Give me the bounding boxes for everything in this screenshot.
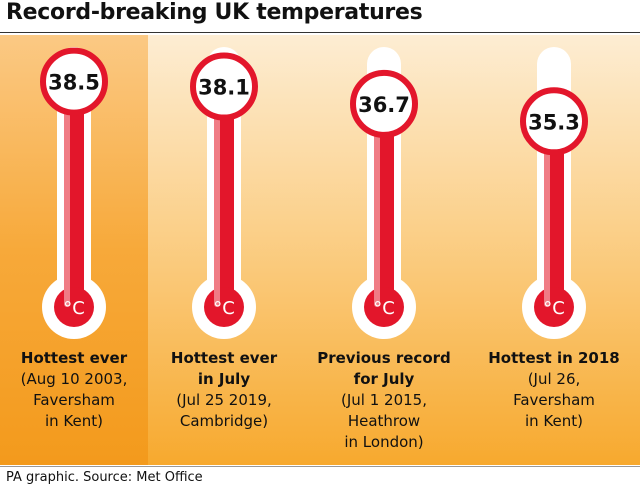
value-badge-2 [190, 52, 258, 121]
data-label-2: 38.1 [198, 76, 250, 100]
category-label-4: Hottest in 2018 (Jul 26, Faversham in Kent) [474, 348, 634, 432]
data-label-4: 35.3 [528, 110, 580, 134]
value-badge-1 [40, 47, 108, 116]
unit-label-2: °C [213, 298, 235, 319]
thermometer-chart: °C 38.5 °C 38.1 °C 36.7 °C 35.3 [40, 47, 588, 339]
unit-label-4: °C [543, 298, 565, 319]
category-label-2: Hottest ever in July (Jul 25 2019, Cambridg… [144, 348, 304, 432]
category-detail: in Kent) [44, 412, 103, 430]
category-head: in July [197, 370, 251, 388]
category-detail: (Aug 10 2003, [20, 370, 128, 388]
data-label-1: 38.5 [48, 71, 100, 95]
source-note: PA graphic. Source: Met Office [6, 470, 203, 485]
category-detail: (Jul 1 2015, [341, 391, 427, 409]
category-head: Hottest ever [20, 349, 128, 367]
value-badge-3 [350, 69, 418, 138]
mercury-highlight-4 [544, 117, 550, 307]
category-detail: (Jul 26, [527, 370, 581, 388]
category-detail: Faversham [33, 391, 115, 409]
category-detail: Cambridge) [179, 412, 269, 430]
unit-label-1: °C [63, 298, 85, 319]
category-detail: (Jul 25 2019, [176, 391, 272, 409]
category-detail: in Kent) [524, 412, 583, 430]
title-divider [0, 32, 640, 33]
category-label-3: Previous record for July (Jul 1 2015, Heath… [304, 348, 464, 453]
unit-label-3: °C [373, 298, 395, 319]
category-head: Hottest in 2018 [488, 349, 620, 367]
category-label-1: Hottest ever (Aug 10 2003, Faversham in Ken… [0, 348, 154, 432]
category-head: Hottest ever [170, 349, 278, 367]
category-detail: Faversham [513, 391, 595, 409]
value-badge-4 [520, 87, 588, 156]
data-label-3: 36.7 [358, 93, 410, 117]
mercury-highlight-2 [214, 82, 220, 307]
category-head: Previous record [317, 349, 451, 367]
category-detail: in London) [344, 433, 424, 451]
category-detail: Heathrow [347, 412, 421, 430]
mercury-highlight-3 [374, 99, 380, 307]
mercury-highlight-1 [64, 77, 70, 307]
chart-panel: °C 38.5 °C 38.1 °C 36.7 °C 35.3 Hottest ever (Au… [0, 35, 640, 465]
footer-divider [0, 466, 640, 467]
chart-title: Record-breaking UK temperatures [6, 0, 423, 25]
category-head: for July [353, 370, 415, 388]
